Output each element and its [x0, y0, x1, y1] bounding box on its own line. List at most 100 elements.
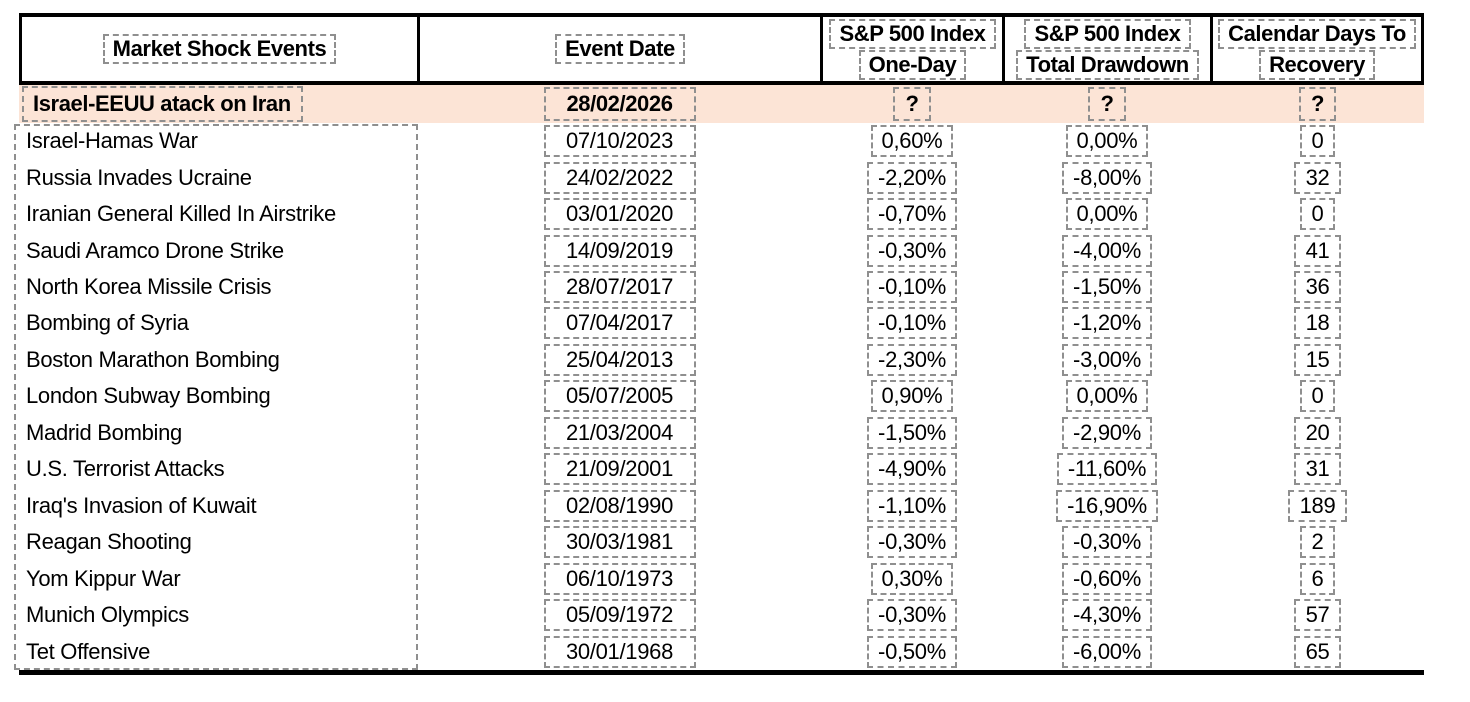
- days-cell: 32: [1211, 161, 1424, 194]
- one-day-cell: -1,10%: [821, 489, 1003, 522]
- event-date: 03/01/2020: [543, 198, 696, 231]
- date-cell: 21/03/2004: [418, 416, 821, 449]
- days-value: 189: [1287, 489, 1348, 522]
- days-value: 0: [1299, 198, 1336, 231]
- days-cell: 2: [1211, 526, 1424, 559]
- event-name: Reagan Shooting: [26, 529, 192, 555]
- drawdown-cell: 0,00%: [1003, 198, 1211, 231]
- event-cell: London Subway Bombing: [19, 383, 418, 409]
- event-cell: Saudi Aramco Drone Strike: [19, 238, 418, 264]
- header-label-line2: Recovery: [1259, 49, 1375, 80]
- date-cell: 05/09/1972: [418, 599, 821, 632]
- days-value: 15: [1293, 343, 1342, 376]
- event-date: 24/02/2022: [543, 161, 696, 194]
- table-row: Boston Marathon Bombing 25/04/2013 -2,30…: [19, 342, 1424, 378]
- event-cell: Yom Kippur War: [19, 566, 418, 592]
- days-value: 20: [1293, 416, 1342, 449]
- event-name: Russia Invades Ucraine: [26, 164, 252, 190]
- header-label: Market Shock Events: [102, 34, 337, 64]
- one-day-value: -0,30%: [867, 599, 957, 632]
- table-row: Russia Invades Ucraine 24/02/2022 -2,20%…: [19, 159, 1424, 195]
- highlight-one-day-cell: ?: [821, 85, 1003, 123]
- drawdown-cell: -1,20%: [1003, 307, 1211, 340]
- event-date: 05/09/1972: [543, 599, 696, 632]
- drawdown-value: -11,60%: [1056, 453, 1158, 486]
- drawdown-value: 0,00%: [1065, 198, 1149, 231]
- days-value: 0: [1299, 380, 1336, 413]
- one-day-value: -0,10%: [867, 271, 957, 304]
- drawdown-cell: -16,90%: [1003, 489, 1211, 522]
- event-cell: Iranian General Killed In Airstrike: [19, 201, 418, 227]
- highlight-event-name: Israel-EEUU atack on Iran: [22, 86, 303, 122]
- one-day-value: -0,10%: [867, 307, 957, 340]
- drawdown-value: -4,30%: [1062, 599, 1152, 632]
- date-cell: 21/09/2001: [418, 453, 821, 486]
- drawdown-cell: 0,00%: [1003, 380, 1211, 413]
- days-value: 32: [1293, 161, 1342, 194]
- days-cell: 0: [1211, 380, 1424, 413]
- days-cell: 57: [1211, 599, 1424, 632]
- event-name: Iranian General Killed In Airstrike: [26, 201, 336, 227]
- header-label-line1: S&P 500 Index: [829, 18, 996, 49]
- event-cell: Bombing of Syria: [19, 310, 418, 336]
- days-value: 6: [1299, 562, 1336, 595]
- event-date: 21/09/2001: [543, 453, 696, 486]
- one-day-value: -0,30%: [867, 526, 957, 559]
- date-cell: 06/10/1973: [418, 562, 821, 595]
- header-label: Event Date: [555, 34, 685, 64]
- drawdown-cell: -2,90%: [1003, 416, 1211, 449]
- header-label-line1: Calendar Days To: [1218, 18, 1416, 49]
- one-day-value: -2,20%: [867, 161, 957, 194]
- event-cell: Iraq's Invasion of Kuwait: [19, 493, 418, 519]
- drawdown-value: -1,50%: [1062, 271, 1152, 304]
- days-cell: 0: [1211, 125, 1424, 158]
- event-date: 05/07/2005: [543, 380, 696, 413]
- one-day-value: 0,30%: [870, 562, 954, 595]
- highlight-event-cell: Israel-EEUU atack on Iran: [19, 85, 418, 123]
- event-date: 07/10/2023: [543, 125, 696, 158]
- days-value: 31: [1293, 453, 1342, 486]
- one-day-value: 0,60%: [870, 125, 954, 158]
- one-day-cell: -1,50%: [821, 416, 1003, 449]
- days-cell: 15: [1211, 343, 1424, 376]
- drawdown-value: -2,90%: [1062, 416, 1152, 449]
- one-day-cell: -0,10%: [821, 307, 1003, 340]
- event-name: Yom Kippur War: [26, 565, 181, 591]
- days-value: 41: [1293, 234, 1342, 267]
- days-cell: 36: [1211, 271, 1424, 304]
- days-cell: 189: [1211, 489, 1424, 522]
- event-name: London Subway Bombing: [26, 383, 271, 409]
- one-day-value: 0,90%: [870, 380, 954, 413]
- drawdown-value: 0,00%: [1065, 125, 1149, 158]
- highlight-drawdown-value: ?: [1088, 87, 1126, 121]
- table-row: Yom Kippur War 06/10/1973 0,30% -0,60% 6: [19, 560, 1424, 596]
- drawdown-cell: -6,00%: [1003, 635, 1211, 668]
- header-label-line2: One-Day: [858, 49, 967, 80]
- date-cell: 02/08/1990: [418, 489, 821, 522]
- table-row: London Subway Bombing 05/07/2005 0,90% 0…: [19, 378, 1424, 414]
- event-name: U.S. Terrorist Attacks: [26, 456, 225, 482]
- days-cell: 65: [1211, 635, 1424, 668]
- event-date: 14/09/2019: [543, 234, 696, 267]
- drawdown-cell: -3,00%: [1003, 343, 1211, 376]
- drawdown-cell: -0,60%: [1003, 562, 1211, 595]
- header-sp500-total-drawdown: S&P 500 Index Total Drawdown: [1005, 17, 1213, 81]
- date-cell: 25/04/2013: [418, 343, 821, 376]
- one-day-cell: 0,60%: [821, 125, 1003, 158]
- drawdown-value: -6,00%: [1062, 635, 1152, 668]
- highlight-days-value: ?: [1298, 87, 1337, 121]
- event-name: Saudi Aramco Drone Strike: [26, 237, 284, 263]
- event-cell: North Korea Missile Crisis: [19, 274, 418, 300]
- event-name: North Korea Missile Crisis: [26, 274, 272, 300]
- one-day-value: -4,90%: [867, 453, 957, 486]
- date-cell: 14/09/2019: [418, 234, 821, 267]
- drawdown-value: -8,00%: [1062, 161, 1152, 194]
- drawdown-cell: -1,50%: [1003, 271, 1211, 304]
- date-cell: 30/03/1981: [418, 526, 821, 559]
- table-row: North Korea Missile Crisis 28/07/2017 -0…: [19, 269, 1424, 305]
- event-cell: Boston Marathon Bombing: [19, 347, 418, 373]
- table-body: Israel-Hamas War 07/10/2023 0,60% 0,00% …: [14, 123, 1424, 670]
- one-day-value: -0,70%: [867, 198, 957, 231]
- drawdown-cell: -11,60%: [1003, 453, 1211, 486]
